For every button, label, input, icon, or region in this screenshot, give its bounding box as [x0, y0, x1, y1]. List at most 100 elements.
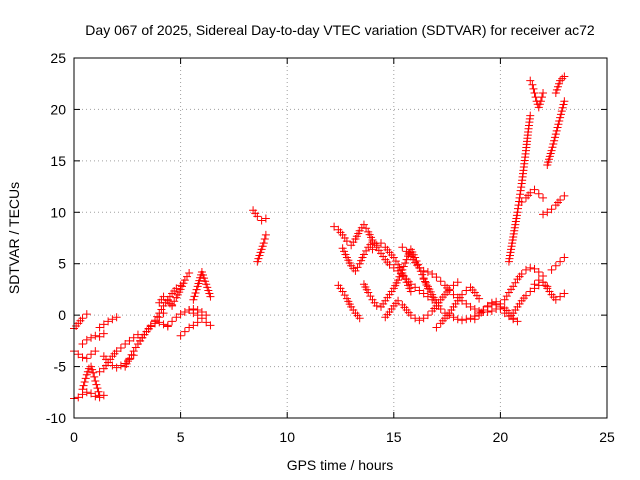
- data-point: [556, 76, 565, 85]
- data-point: [82, 310, 91, 319]
- data-point: [112, 347, 121, 356]
- y-tick-label: 15: [50, 153, 66, 169]
- data-point: [487, 307, 496, 316]
- data-point: [516, 186, 525, 195]
- data-point: [419, 289, 428, 298]
- y-tick-label: 5: [58, 256, 66, 272]
- data-point: [372, 301, 381, 310]
- data-point: [87, 350, 96, 359]
- data-point: [526, 287, 535, 296]
- data-point: [112, 363, 121, 372]
- data-point: [189, 295, 198, 304]
- data-point: [125, 354, 134, 363]
- data-point: [93, 384, 102, 393]
- data-point: [560, 253, 569, 262]
- data-point: [530, 185, 539, 194]
- x-tick-label: 20: [493, 429, 509, 445]
- data-point: [428, 270, 437, 278]
- data-point: [500, 309, 509, 318]
- data-point: [168, 317, 177, 326]
- data-point: [558, 103, 567, 112]
- data-point: [528, 80, 537, 89]
- data-point: [206, 292, 215, 301]
- data-point: [91, 347, 100, 356]
- data-point: [377, 239, 386, 248]
- data-point: [549, 139, 558, 148]
- data-point: [419, 266, 428, 275]
- data-point: [359, 220, 368, 229]
- data-point: [496, 304, 505, 313]
- data-point: [513, 208, 522, 217]
- data-point: [530, 280, 539, 289]
- data-point: [155, 318, 164, 327]
- data-point: [526, 76, 535, 85]
- data-point: [191, 289, 200, 298]
- data-point: [551, 130, 560, 139]
- data-point: [151, 316, 160, 325]
- data-point: [462, 286, 471, 295]
- data-point: [415, 316, 424, 325]
- data-point: [364, 288, 373, 297]
- data-point: [159, 320, 168, 329]
- data-point: [359, 250, 368, 259]
- data-point: [526, 111, 535, 120]
- data-point: [202, 318, 211, 327]
- data-point: [261, 214, 270, 223]
- data-point: [401, 259, 410, 268]
- data-point: [432, 273, 441, 282]
- data-point: [470, 304, 479, 313]
- y-tick-label: -5: [54, 359, 67, 375]
- grid-lines: [74, 58, 607, 418]
- data-point: [445, 286, 454, 295]
- data-point: [432, 323, 441, 332]
- x-tick-label: 15: [386, 429, 402, 445]
- data-point: [355, 314, 364, 323]
- data-point: [453, 278, 462, 287]
- data-point: [91, 376, 100, 385]
- data-point: [366, 292, 375, 301]
- data-point: [534, 276, 543, 285]
- data-point: [534, 189, 543, 198]
- data-point: [517, 183, 526, 192]
- data-point: [193, 318, 202, 327]
- data-point: [87, 333, 96, 342]
- data-point: [509, 282, 518, 291]
- data-point: [560, 191, 569, 200]
- plot-frame: [73, 57, 608, 419]
- data-point: [552, 126, 561, 135]
- data-point: [547, 265, 556, 274]
- data-point: [462, 315, 471, 324]
- data-point: [81, 374, 90, 383]
- data-point: [502, 292, 511, 301]
- data-point: [556, 113, 565, 122]
- data-point: [338, 287, 347, 296]
- data-point: [108, 315, 117, 324]
- data-point: [84, 364, 93, 373]
- axis-ticks: 0 5 10 15 20 25 -10 -5 0 5 10 15 20 25: [46, 50, 615, 445]
- data-point: [466, 314, 475, 323]
- data-point: [206, 321, 215, 330]
- data-point: [389, 253, 398, 262]
- data-point: [127, 350, 136, 359]
- data-point: [521, 265, 530, 274]
- data-point: [421, 278, 430, 287]
- data-point: [530, 88, 539, 97]
- data-point: [385, 260, 394, 269]
- data-point: [104, 317, 113, 326]
- data-point: [548, 143, 557, 152]
- data-point: [483, 301, 492, 310]
- data-point: [526, 263, 535, 272]
- data-point: [458, 316, 467, 325]
- y-tick-label: -10: [46, 410, 66, 426]
- data-point: [560, 289, 569, 298]
- data-point: [190, 292, 199, 301]
- data-point: [92, 380, 101, 389]
- data-point: [78, 353, 87, 362]
- data-point: [547, 205, 556, 214]
- data-point: [368, 238, 377, 247]
- data-point: [260, 235, 269, 244]
- data-point: [170, 297, 179, 306]
- data-point: [551, 261, 560, 270]
- data-point: [449, 281, 458, 290]
